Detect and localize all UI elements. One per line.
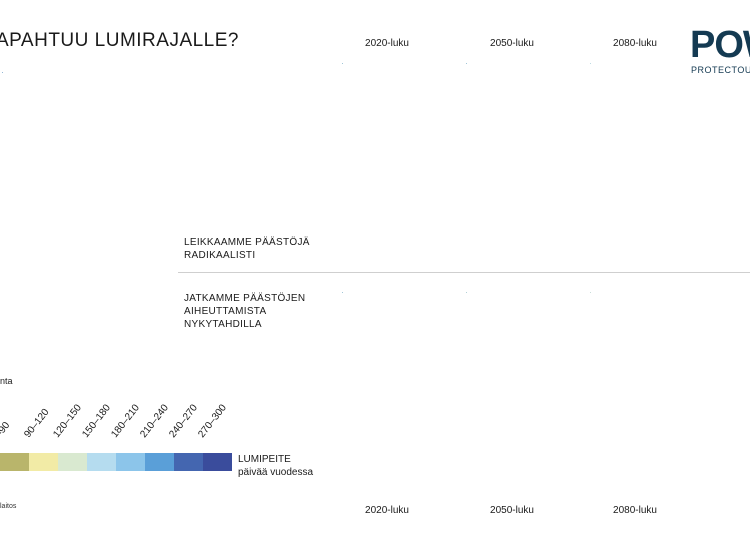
- map-high-2020: [342, 292, 343, 293]
- scenario-low-line-2: RADIKAALISTI: [184, 250, 256, 261]
- legend-swatch-0: [0, 453, 29, 471]
- col-label-top-2020: 2020-luku: [365, 38, 409, 49]
- scenario-high-line-3: NYKYTAHDILLA: [184, 319, 262, 330]
- col-label-top-2080: 2080-luku: [613, 38, 657, 49]
- scenario-high-line-1: JATKAMME PÄÄSTÖJEN: [184, 293, 306, 304]
- legend-label-6: 240–270: [167, 402, 200, 440]
- page-title: APAHTUU LUMIRAJALLE?: [0, 30, 239, 51]
- map-high-2080: [590, 292, 591, 293]
- scenario-low-line-1: LEIKKAAMME PÄÄSTÖJÄ: [184, 237, 310, 248]
- legend-label-5: 210–240: [138, 402, 171, 440]
- legend-subtitle: päivää vuodessa: [238, 467, 314, 478]
- map-low-2020: [342, 63, 343, 64]
- legend-label-7: 270–300: [196, 402, 229, 440]
- legend-swatch-6: [174, 453, 203, 471]
- col-label-top-2050: 2050-luku: [490, 38, 534, 49]
- col-label-bottom-2050: 2050-luku: [490, 505, 534, 516]
- legend-swatch-3: [87, 453, 116, 471]
- legend-label-1: 90–120: [22, 406, 52, 440]
- legend-swatch-4: [116, 453, 145, 471]
- legend-swatch-1: [29, 453, 58, 471]
- map-high-2050: [466, 292, 467, 293]
- legend-label-2: 120–150: [51, 402, 84, 440]
- source-credit: laitos: [0, 503, 17, 510]
- baseline-caption: nta: [0, 376, 13, 386]
- col-label-bottom-2080: 2080-luku: [613, 505, 657, 516]
- map-low-2080: [590, 63, 591, 64]
- legend-title: LUMIPEITE: [238, 454, 291, 465]
- legend-swatch-7: [203, 453, 232, 471]
- legend-label-0: –90: [0, 420, 13, 440]
- col-label-bottom-2020: 2020-luku: [365, 505, 409, 516]
- scenario-label-low: LEIKKAAMME PÄÄSTÖJÄ RADIKAALISTI: [184, 236, 310, 262]
- scenario-divider: [178, 272, 750, 273]
- legend-label-4: 180–210: [109, 402, 142, 440]
- scenario-high-line-2: AIHEUTTAMISTA: [184, 306, 267, 317]
- legend-label-3: 150–180: [80, 402, 113, 440]
- pow-logo: POW PROTECTOU: [690, 30, 750, 80]
- legend-swatch-5: [145, 453, 174, 471]
- map-low-2050: [466, 63, 467, 64]
- logo-wordmark: POW: [690, 30, 750, 66]
- legend-title-block: LUMIPEITE päivää vuodessa: [238, 453, 313, 479]
- scenario-label-high: JATKAMME PÄÄSTÖJEN AIHEUTTAMISTA NYKYTAH…: [184, 292, 305, 331]
- legend-swatch-2: [58, 453, 87, 471]
- baseline-map: [2, 72, 3, 73]
- logo-subtext: PROTECTOU: [691, 65, 750, 75]
